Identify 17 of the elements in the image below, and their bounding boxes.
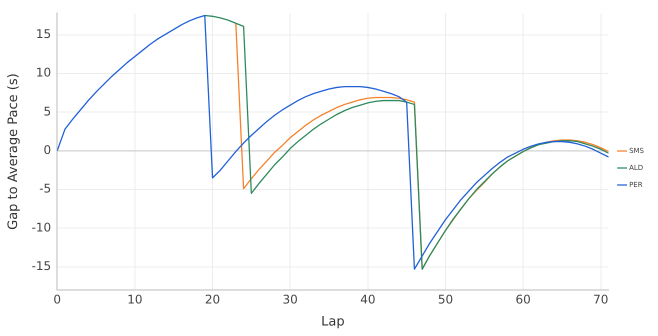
x-tick-label: 30 [282, 292, 298, 306]
x-tick-label: 70 [593, 292, 608, 306]
y-tick-label: 15 [36, 26, 52, 41]
y-tick-label: 10 [36, 66, 52, 80]
y-tick-label: -10 [32, 220, 52, 234]
x-tick-label: 50 [438, 292, 454, 306]
x-tick-label: 0 [53, 292, 62, 306]
x-tick-label: 40 [360, 292, 376, 306]
y-tick-label: 5 [44, 104, 52, 118]
x-axis-title: Lap [321, 314, 345, 330]
x-tick-label: 60 [516, 292, 531, 306]
x-tick-label: 20 [204, 292, 220, 306]
y-axis-title: Gap to Average Pace (s) [6, 73, 22, 230]
y-tick-label: -5 [39, 182, 52, 196]
x-tick-label: 10 [127, 292, 142, 306]
y-tick-label: 0 [44, 142, 52, 157]
y-tick-label: -15 [32, 258, 52, 273]
